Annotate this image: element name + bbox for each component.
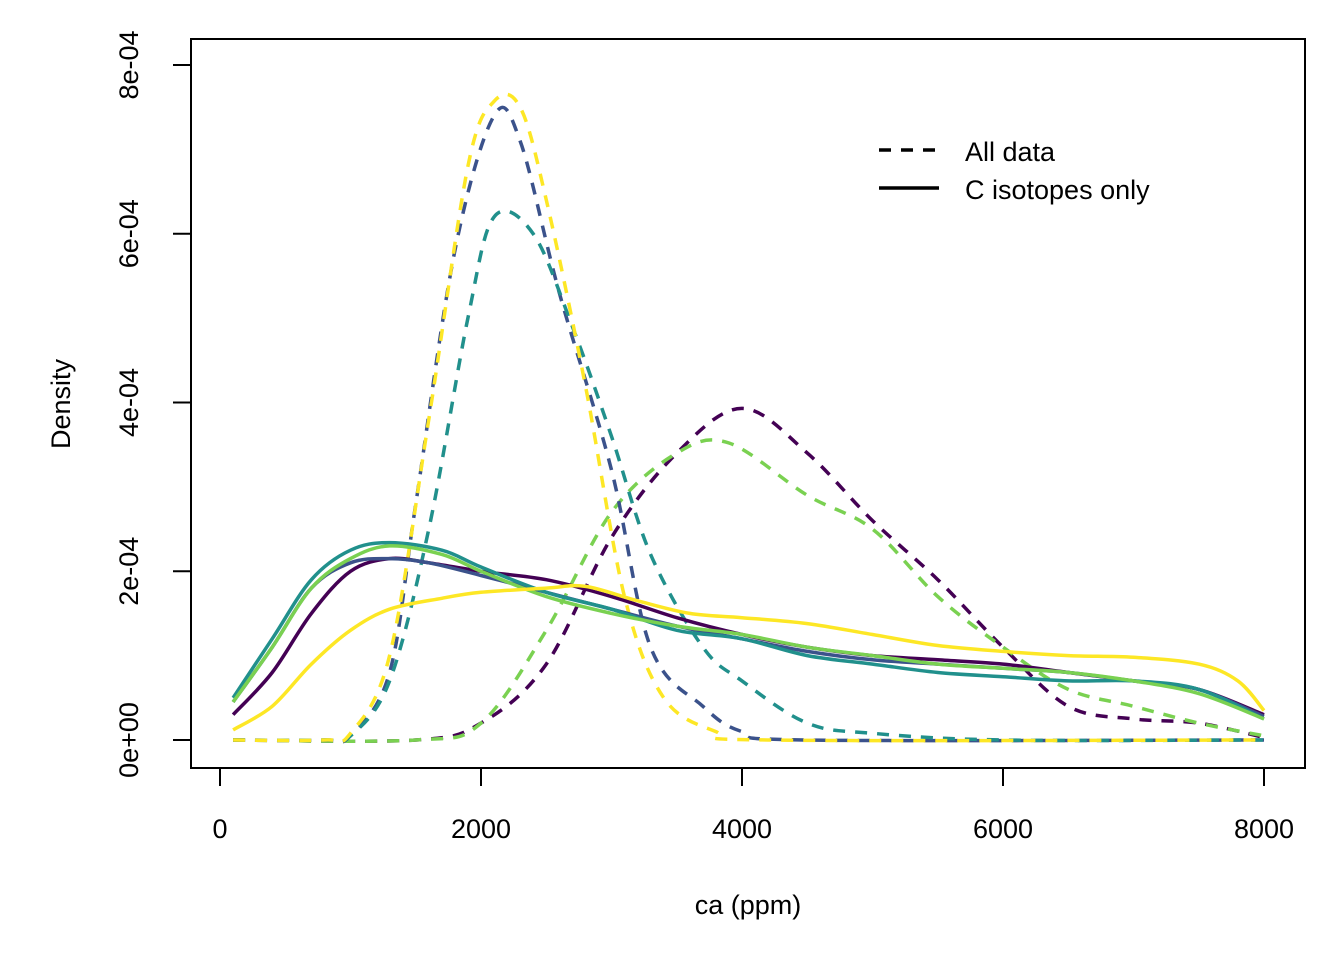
- x-axis: 0 2000 4000 6000 8000: [212, 767, 1294, 844]
- y-tick-label: 6e-04: [114, 199, 144, 268]
- y-tick-label: 8e-04: [114, 30, 144, 99]
- dashed-density-curve-4: [233, 92, 1265, 744]
- x-tick-label: 2000: [451, 814, 511, 844]
- x-axis-label: ca (ppm): [695, 890, 802, 920]
- series-group: [231, 92, 1266, 744]
- y-axis-label: Density: [46, 358, 76, 449]
- legend: All data C isotopes only: [879, 137, 1150, 205]
- solid-density-curve-9: [232, 583, 1266, 732]
- x-tick-label: 6000: [973, 814, 1033, 844]
- x-tick-label: 8000: [1234, 814, 1294, 844]
- solid-density-curve-8: [231, 544, 1265, 721]
- legend-entry-all-data: All data: [965, 137, 1056, 167]
- dashed-density-curve-2: [233, 105, 1265, 744]
- y-axis: 0e+00 2e-04 4e-04 6e-04 8e-04: [114, 30, 192, 778]
- solid-density-curve-7: [231, 540, 1265, 721]
- x-tick-label: 4000: [712, 814, 772, 844]
- dashed-density-curve-1: [233, 438, 1265, 743]
- x-tick-label: 0: [212, 814, 227, 844]
- dashed-density-curve-0: [233, 406, 1265, 743]
- y-tick-label: 0e+00: [114, 702, 144, 778]
- y-tick-label: 4e-04: [114, 368, 144, 437]
- y-tick-label: 2e-04: [114, 537, 144, 606]
- legend-entry-c-isotopes: C isotopes only: [965, 175, 1150, 205]
